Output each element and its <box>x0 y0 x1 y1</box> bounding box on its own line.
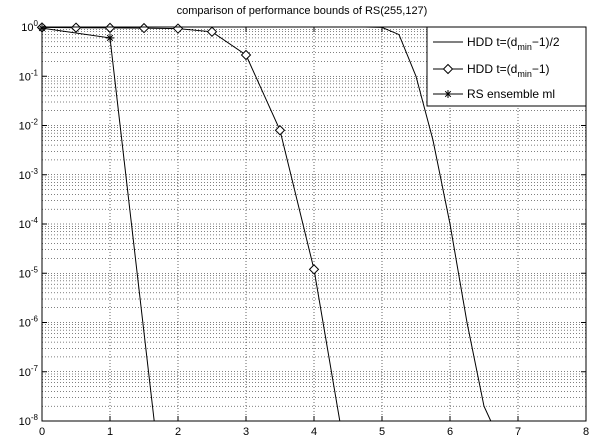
diamond-marker <box>104 22 116 34</box>
chart-title: comparison of performance bounds of RS(2… <box>177 5 428 17</box>
y-tick-label: 10-1 <box>19 68 39 83</box>
series-line-2 <box>41 27 155 422</box>
diamond-marker <box>138 22 150 34</box>
x-tick-label: 2 <box>175 426 181 438</box>
x-tick-label: 7 <box>515 426 521 438</box>
star-marker <box>106 33 114 42</box>
y-axis-ticks: 100 10-1 10-2 10-3 10-4 10-5 10-6 10-7 10-8 <box>19 19 586 428</box>
diamond-marker <box>70 22 82 33</box>
diamond-marker <box>442 63 454 75</box>
x-tick-label: 4 <box>311 426 317 438</box>
x-tick-label: 5 <box>379 426 385 438</box>
y-tick-label: 10-2 <box>19 118 39 133</box>
y-tick-label: 10-7 <box>19 364 39 379</box>
plot-frame <box>41 26 587 422</box>
y-tick-label: 100 <box>21 19 38 34</box>
legend: HDD t=(dmin−1)/2 HDD t=(dmin−1) RS ensembl… <box>426 26 587 107</box>
legend-box <box>426 26 587 107</box>
legend-label: HDD t=(dmin−1)/2 <box>467 35 560 52</box>
y-tick-label: 10-3 <box>19 167 39 182</box>
diamond-marker <box>206 26 218 37</box>
legend-label: RS ensemble ml <box>467 87 555 101</box>
y-tick-label: 10-8 <box>19 413 39 428</box>
series-lines <box>36 22 492 422</box>
series-line-1 <box>41 26 341 422</box>
y-tick-label: 10-5 <box>19 265 39 280</box>
diamond-marker <box>240 49 252 61</box>
y-tick-label: 10-4 <box>19 216 39 231</box>
star-marker <box>444 90 452 98</box>
x-tick-label: 6 <box>447 426 453 438</box>
x-tick-label: 0 <box>39 426 45 438</box>
diamond-marker <box>308 264 320 275</box>
legend-label: HDD t=(dmin−1) <box>467 62 550 79</box>
y-tick-label: 10-6 <box>19 315 39 330</box>
x-tick-label: 8 <box>583 426 589 438</box>
x-tick-label: 1 <box>107 426 113 438</box>
x-tick-label: 3 <box>243 426 249 438</box>
diamond-marker <box>274 125 286 136</box>
